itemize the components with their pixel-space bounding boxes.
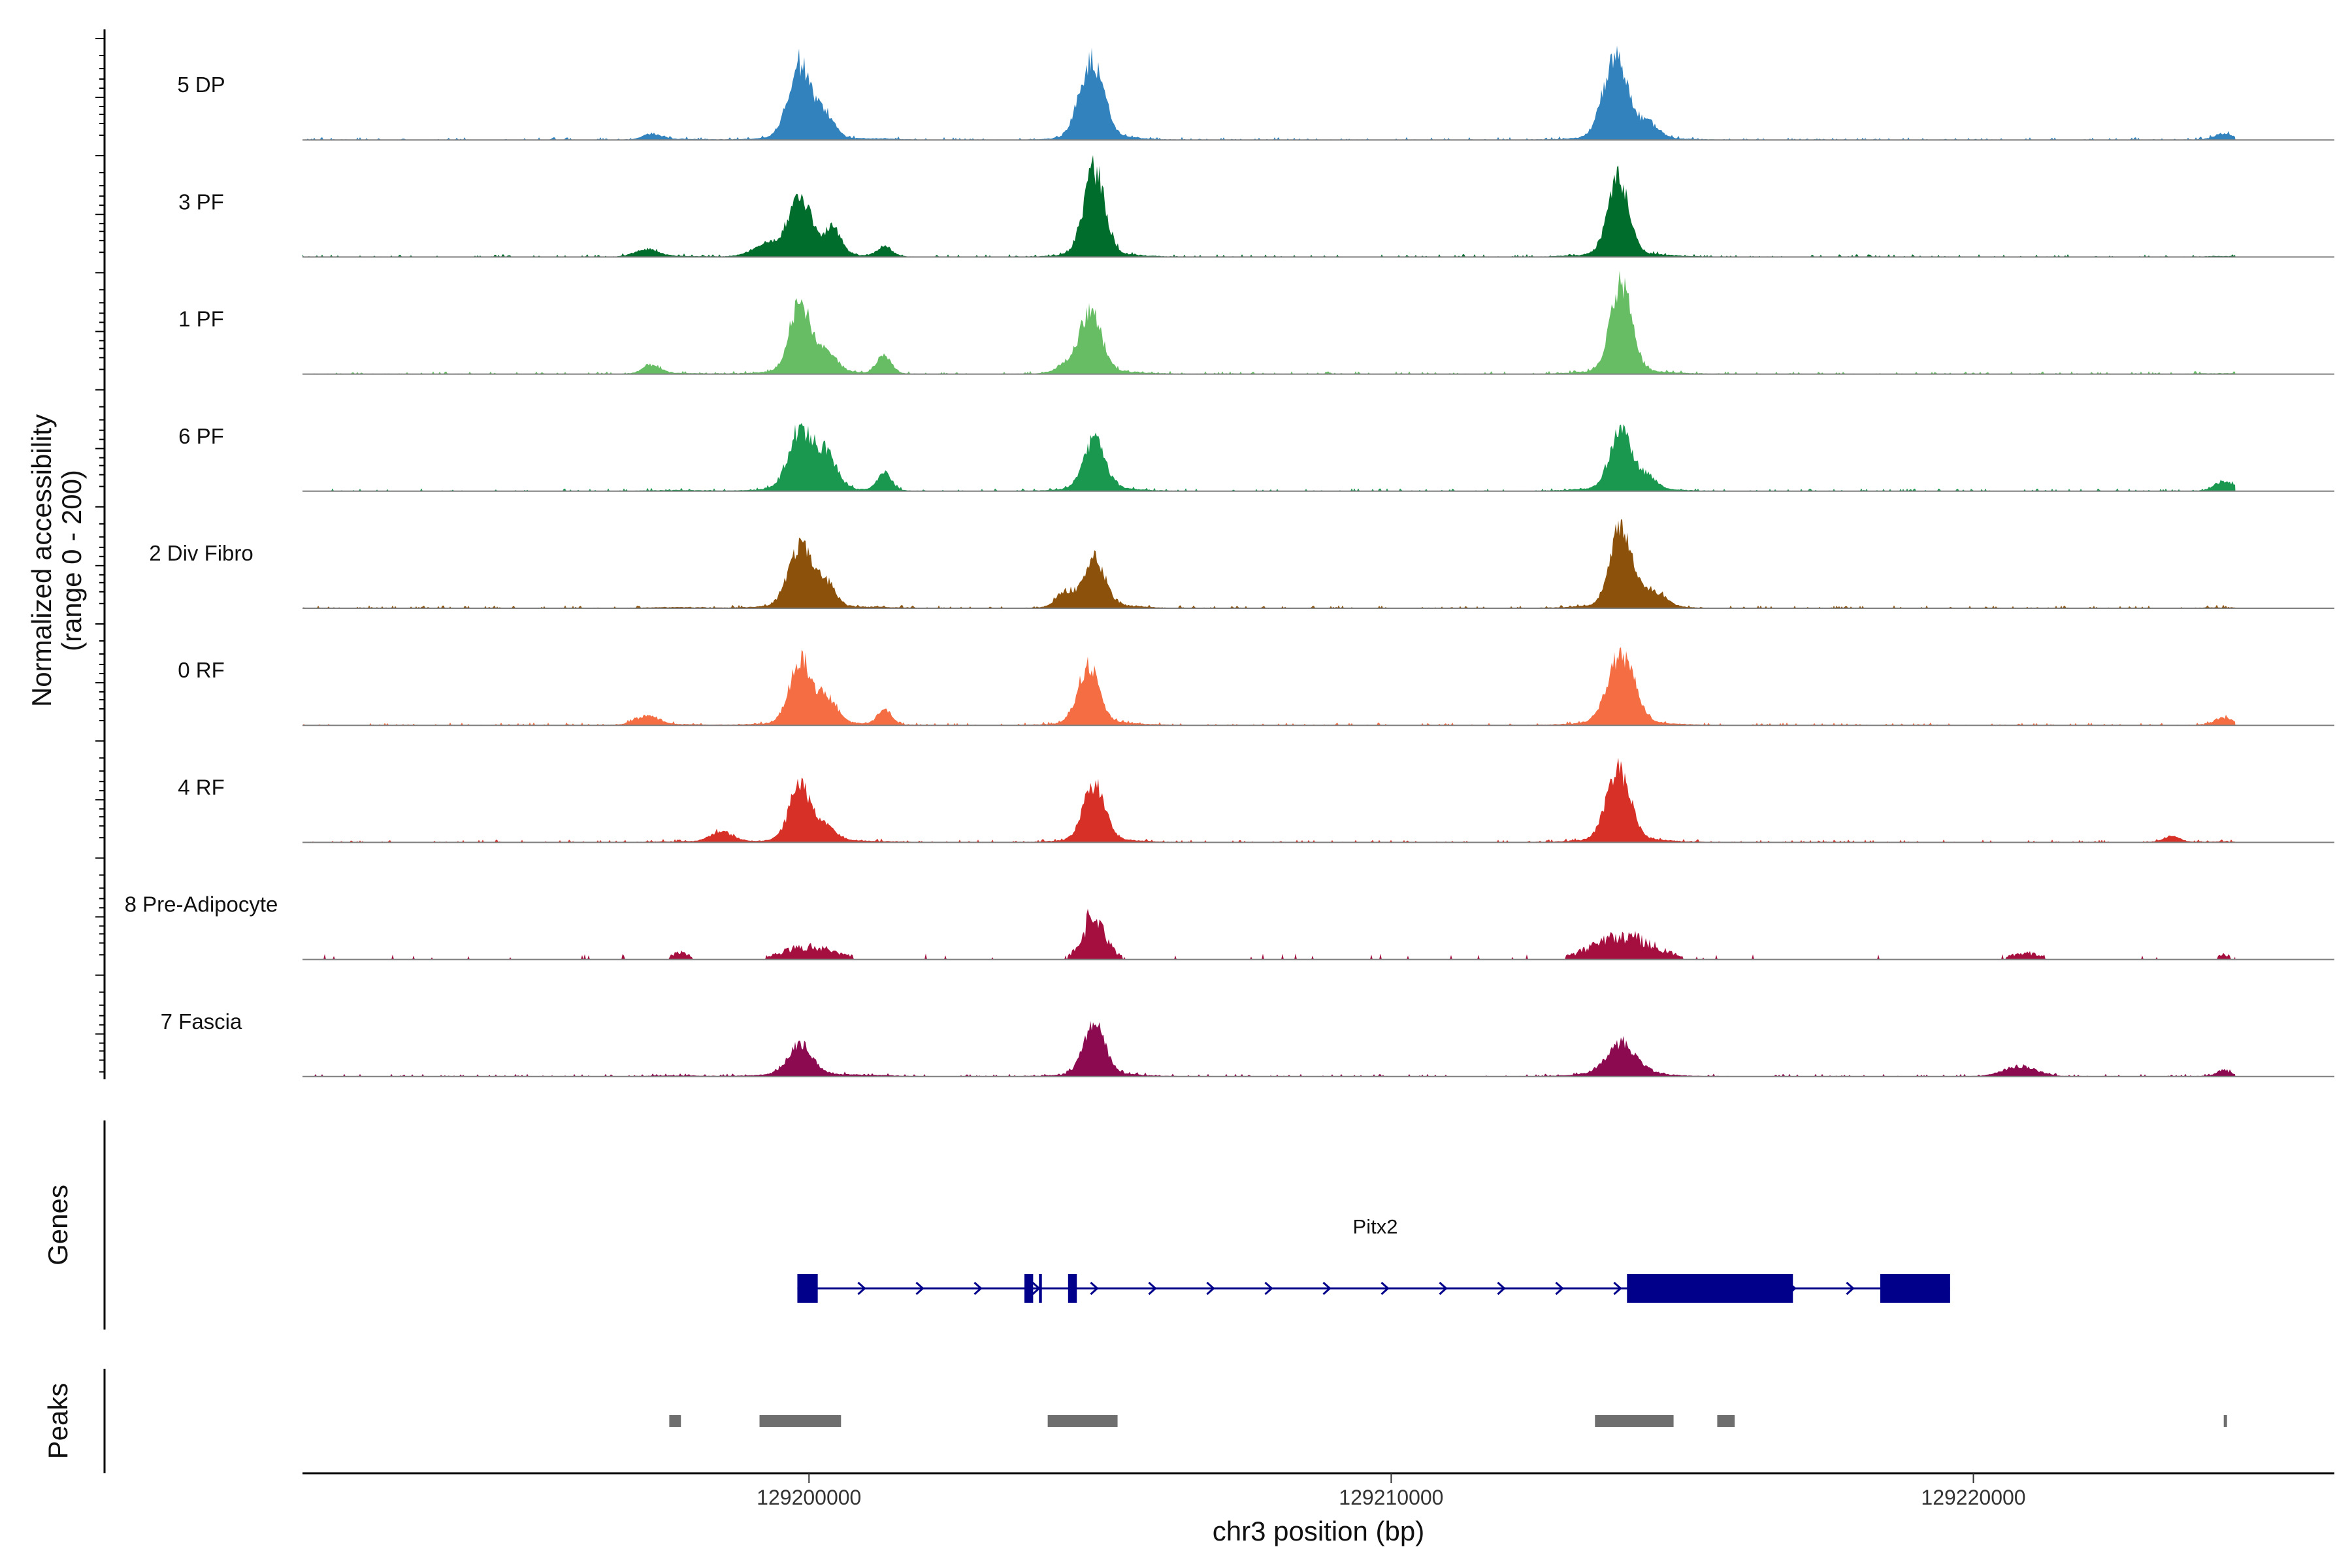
x-tick-label: 129200000 [757,1486,861,1509]
coverage-area [302,1021,2236,1077]
track-7-fascia: 7 Fascia [161,1009,2334,1077]
strand-arrow [1322,1281,1331,1296]
peak-region [1595,1415,1674,1427]
track-label: 2 Div Fibro [149,541,253,565]
strand-arrow [1206,1281,1215,1296]
peak-region [1047,1415,1118,1427]
strand-arrow [1846,1281,1855,1296]
coverage-area [302,519,2236,608]
gene-exon [1880,1274,1950,1303]
coverage-area [302,647,2236,726]
strand-arrow [1439,1281,1448,1296]
coverage-y-ticks [95,38,105,1073]
track-label: 0 RF [178,658,225,682]
gene-label: Pitx2 [1353,1215,1398,1238]
track-4-rf: 4 RF [178,757,2334,843]
track-label: 3 PF [178,189,224,214]
strand-arrow [1613,1281,1622,1296]
x-axis-ticks: 129200000 129210000 129220000 [757,1473,2026,1509]
track-label: 4 RF [178,775,225,799]
peak-region [2223,1415,2227,1427]
strand-arrow [1148,1281,1157,1296]
track-6-pf: 6 PF [178,423,2334,492]
track-0-rf: 0 RF [178,647,2334,727]
gene-exon [1024,1274,1034,1303]
track-label: 7 Fascia [161,1009,242,1034]
genes-panel-title: Genes [42,1184,73,1266]
track-3-pf: 3 PF [178,155,2334,258]
gene-exon [797,1274,818,1303]
peak-region [669,1415,681,1427]
peaks-track [669,1415,2227,1427]
gene-exon [1039,1274,1042,1303]
strand-arrow [1497,1281,1506,1296]
x-axis-title: chr3 position (bp) [1213,1516,1425,1546]
coverage-area [302,45,2236,140]
strand-arrow [1264,1281,1273,1296]
coverage-area [302,155,2236,257]
track-2-div-fibro: 2 Div Fibro [149,519,2334,609]
strand-arrow [1380,1281,1390,1296]
track-label: 8 Pre-Adipocyte [125,892,278,917]
coverage-area [302,270,2236,374]
strand-arrow [857,1281,866,1296]
peak-region [1717,1415,1735,1427]
coverage-tracks: 5 DP 3 PF 1 PF 6 PF 2 Div Fibro 0 RF 4 RF 8 Pre… [125,45,2334,1077]
track-label: 1 PF [178,307,224,331]
genes-track: Pitx2 [797,1215,1950,1303]
coverage-y-axis-title: Normalized accessibility [26,414,57,707]
strand-arrow [1090,1281,1099,1296]
gene-pitx2: Pitx2 [797,1215,1950,1303]
gene-exon [1068,1274,1077,1303]
track-8-pre-adipocyte: 8 Pre-Adipocyte [125,892,2334,960]
strand-arrow [1555,1281,1564,1296]
peaks-panel-title: Peaks [42,1383,73,1460]
strand-arrow [915,1281,924,1296]
x-tick-label: 129210000 [1339,1486,1443,1509]
track-1-pf: 1 PF [178,270,2334,375]
track-5-dp: 5 DP [177,45,2334,141]
gene-exon [1627,1274,1793,1303]
x-tick-label: 129220000 [1921,1486,2025,1509]
peak-region [759,1415,841,1427]
track-label: 6 PF [178,424,224,448]
strand-arrow [973,1281,983,1296]
coverage-y-axis-range: (range 0 - 200) [56,470,87,651]
track-label: 5 DP [177,73,225,97]
coverage-area [302,423,2236,491]
